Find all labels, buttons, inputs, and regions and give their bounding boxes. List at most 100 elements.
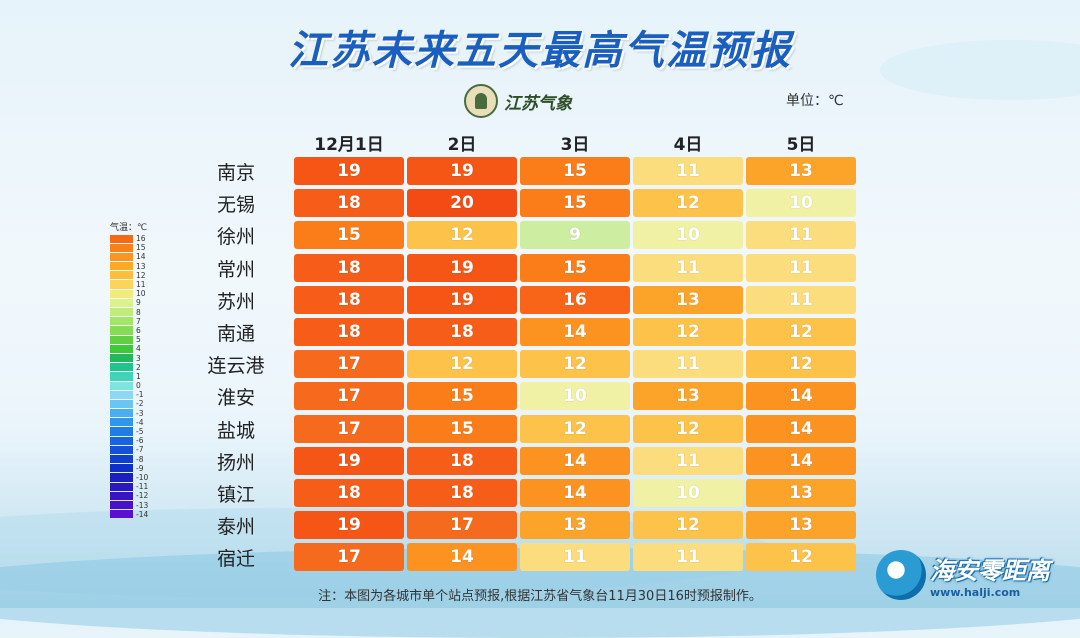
legend-item: 10 — [110, 289, 148, 298]
city-label: 南京 — [216, 162, 255, 184]
temperature-cell: 17 — [294, 543, 404, 572]
temperature-cell: 10 — [633, 479, 743, 507]
watermark: 海安零距离 www.halji.com — [876, 550, 1050, 600]
logo-text: 江苏气象 — [504, 93, 572, 114]
temperature-cell: 11 — [633, 446, 743, 475]
page-title: 江苏未来五天最高气温预报 — [288, 28, 792, 74]
temperature-cell: 18 — [294, 189, 404, 218]
legend-item: -10 — [110, 473, 148, 482]
legend-item: -2 — [110, 399, 148, 408]
legend-swatch — [110, 353, 133, 363]
legend-label: 3 — [136, 353, 141, 363]
city-label: 徐州 — [216, 226, 255, 249]
logo: 江苏气象 — [464, 84, 572, 118]
legend-item: 5 — [110, 335, 148, 344]
legend-item: 13 — [110, 262, 148, 271]
temperature-cell: 18 — [294, 318, 404, 346]
legend-item: -5 — [110, 427, 148, 436]
temperature-cell: 19 — [407, 285, 517, 314]
temperature-cell: 14 — [746, 446, 856, 475]
temperature-cell: 17 — [407, 511, 517, 540]
temperature-cell: 11 — [633, 543, 743, 572]
temperature-cell: 18 — [407, 318, 517, 346]
legend-swatch — [110, 445, 133, 454]
temperature-cell: 18 — [294, 285, 404, 314]
temperature-cell: 13 — [520, 511, 630, 540]
legend-label: -9 — [136, 463, 144, 473]
city-label: 镇江 — [216, 484, 255, 506]
temperature-cell: 10 — [633, 221, 743, 250]
legend-label: -6 — [136, 436, 144, 446]
watermark-logo-icon — [876, 550, 926, 600]
temperature-cell: 11 — [746, 253, 856, 282]
legend-swatch — [110, 436, 133, 445]
legend-item: -14 — [110, 510, 148, 519]
watermark-url: www.halji.com — [930, 586, 1021, 599]
legend-label: 4 — [136, 344, 141, 354]
legend-swatch — [110, 372, 133, 381]
temperature-cell: 18 — [407, 446, 517, 475]
temperature-cell: 18 — [294, 479, 404, 507]
legend-label: -2 — [136, 399, 144, 409]
legend-item: 12 — [110, 271, 148, 280]
temperature-cell: 14 — [520, 318, 630, 346]
legend-item: 16 — [110, 234, 148, 243]
legend-item: -6 — [110, 436, 148, 445]
temperature-cell: 11 — [520, 543, 630, 572]
legend-item: 2 — [110, 363, 148, 372]
legend-swatch — [110, 280, 133, 289]
temperature-cell: 19 — [294, 511, 404, 540]
temperature-cell: 16 — [520, 285, 630, 314]
temperature-cell: 15 — [407, 414, 517, 443]
temperature-cell: 19 — [294, 446, 404, 475]
legend-item: 14 — [110, 252, 148, 261]
temperature-cell: 20 — [407, 189, 517, 218]
unit-label: 单位：℃ — [786, 93, 844, 109]
legend-item: -9 — [110, 464, 148, 473]
legend-swatch — [110, 455, 133, 464]
temperature-cell: 19 — [407, 253, 517, 282]
legend-item: 8 — [110, 308, 148, 317]
city-label: 无锡 — [216, 194, 255, 217]
legend-label: -10 — [136, 472, 149, 482]
legend-item: -12 — [110, 491, 148, 500]
temperature-cell: 11 — [633, 350, 743, 379]
legend-swatch — [110, 510, 133, 519]
temperature-cell: 11 — [746, 285, 856, 314]
temperature-cell: 11 — [633, 157, 743, 185]
legend-label: 14 — [136, 252, 146, 262]
legend-label: -12 — [136, 491, 149, 501]
legend-label: -11 — [136, 482, 149, 492]
temperature-cell: 13 — [746, 157, 856, 185]
column-header: 3日 — [560, 135, 590, 155]
temperature-cell: 13 — [746, 511, 856, 540]
temperature-legend: 气温：℃ 16 15 14 13 12 11 10 9 8 7 6 5 4 3 2 1 0 -1 -2 -3 -4 -5-… — [110, 220, 148, 519]
background-cloud — [880, 40, 1080, 100]
temperature-cell: 12 — [520, 414, 630, 443]
legend-label: 13 — [136, 261, 146, 271]
temperature-cell: 12 — [520, 350, 630, 379]
legend-item: 7 — [110, 317, 148, 326]
legend-label: -1 — [136, 390, 144, 400]
temperature-cell: 12 — [407, 350, 517, 379]
temperature-cell: 19 — [407, 157, 517, 185]
temperature-cell: 19 — [294, 157, 404, 185]
legend-item: -8 — [110, 455, 148, 464]
temperature-cell: 17 — [294, 382, 404, 411]
city-label: 连云港 — [207, 355, 265, 378]
city-label: 南通 — [216, 323, 255, 345]
temperature-cell: 12 — [633, 189, 743, 218]
legend-item: 6 — [110, 326, 148, 335]
legend-label: -7 — [136, 445, 144, 455]
temperature-cell: 11 — [633, 253, 743, 282]
legend-swatch — [110, 418, 133, 427]
legend-swatch — [110, 427, 133, 436]
legend-label: 5 — [136, 335, 141, 345]
city-label: 常州 — [216, 258, 255, 281]
legend-label: 11 — [136, 280, 146, 290]
legend-swatch — [110, 344, 133, 353]
city-label: 宿迁 — [216, 548, 255, 571]
legend-swatch — [110, 262, 133, 271]
legend-item: 11 — [110, 280, 148, 289]
legend-label: -5 — [136, 427, 144, 437]
